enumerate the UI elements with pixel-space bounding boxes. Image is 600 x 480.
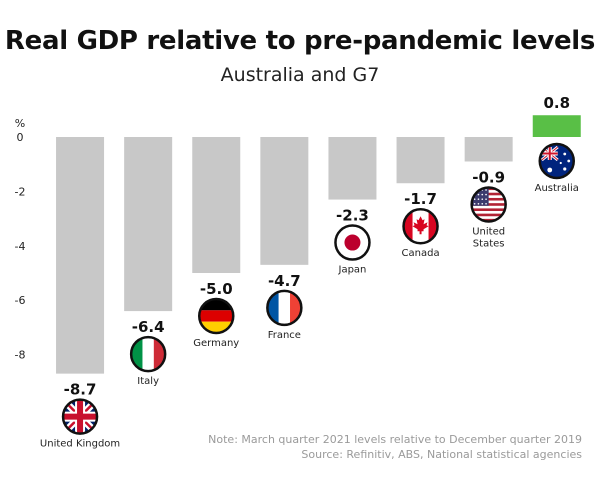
data-label: -0.9 [472, 168, 505, 186]
chart-notes: Note: March quarter 2021 levels relative… [208, 432, 582, 462]
canada-flag-icon [402, 207, 439, 245]
category-label: United Kingdom [40, 439, 120, 450]
y-tick-label: -2 [15, 185, 26, 198]
chart-subtitle: Australia and G7 [220, 64, 380, 86]
bar-italy [124, 137, 173, 312]
y-axis-label: % [15, 117, 25, 130]
category-label: Italy [137, 376, 159, 387]
source-text: Source: Refinitiv, ABS, National statist… [301, 448, 582, 461]
chart-title: Real GDP relative to pre-pandemic levels [4, 26, 596, 56]
data-label: -8.7 [64, 381, 97, 399]
uk-flag-icon [61, 398, 99, 435]
category-label: France [268, 330, 301, 341]
data-label: -4.7 [268, 272, 301, 290]
bar-australia [532, 115, 581, 137]
australia-flag-icon [538, 142, 575, 180]
y-tick-label: 0 [17, 131, 24, 144]
us-flag-icon [470, 186, 507, 223]
italy-flag-icon [129, 335, 167, 373]
category-label: States [473, 238, 505, 249]
france-flag-icon [266, 289, 303, 327]
category-label: Germany [193, 338, 239, 349]
germany-flag-icon [198, 297, 235, 335]
y-tick-label: -8 [15, 349, 26, 362]
bar-united-kingdom [56, 137, 105, 374]
bar-japan [328, 137, 377, 200]
japan-flag-icon [334, 224, 371, 261]
category-label: Canada [402, 248, 440, 259]
y-tick-label: -6 [15, 294, 26, 307]
data-label: -6.4 [132, 318, 165, 336]
y-tick-label: -4 [15, 240, 26, 253]
category-label: United [472, 226, 505, 237]
data-label: -5.0 [200, 280, 233, 298]
data-label: 0.8 [543, 94, 570, 112]
data-label: -2.3 [336, 207, 369, 225]
category-label: Japan [338, 265, 367, 276]
bar-canada [396, 137, 445, 184]
category-label: Australia [535, 183, 579, 194]
data-label: -1.7 [404, 190, 437, 208]
bar-germany [192, 137, 241, 273]
bar-united-states [464, 137, 513, 162]
note-text: Note: March quarter 2021 levels relative… [208, 433, 582, 446]
bar-france [260, 137, 309, 265]
